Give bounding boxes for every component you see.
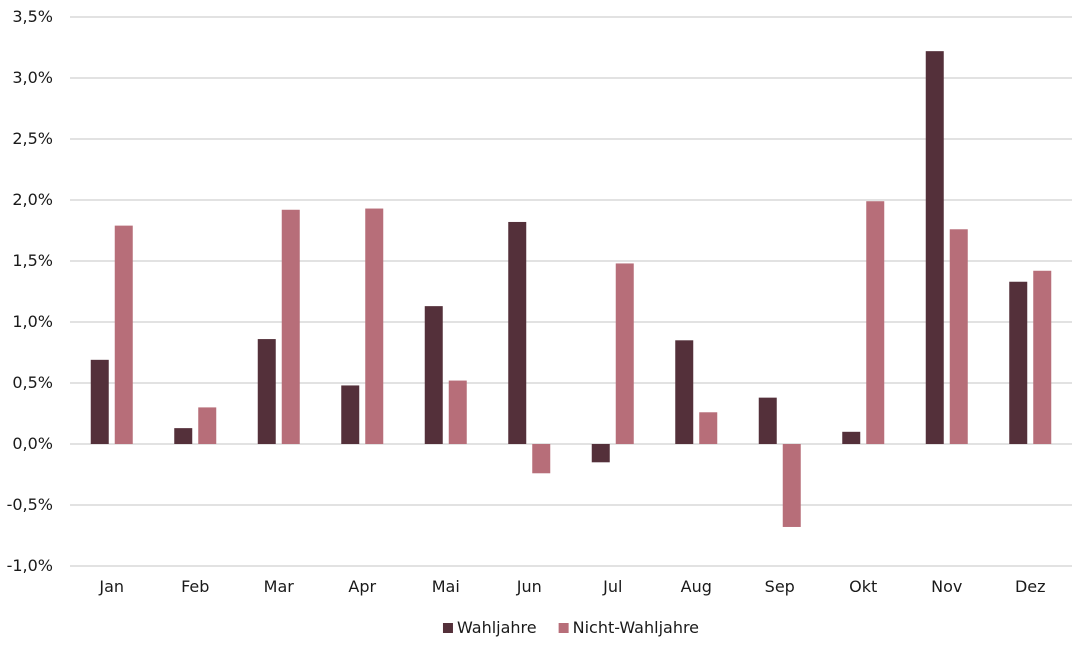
y-tick-label: -0,5%	[7, 495, 53, 514]
x-tick-label: Mar	[264, 577, 295, 596]
x-tick-label: Aug	[681, 577, 712, 596]
bar-wahljahre-apr	[341, 385, 360, 444]
legend-item: Nicht-Wahljahre	[558, 618, 699, 637]
bar-wahljahre-dez	[1009, 281, 1028, 444]
bar-nicht-wahljahre-nov	[949, 229, 968, 444]
bar-nicht-wahljahre-feb	[198, 407, 217, 444]
legend-swatch	[558, 623, 569, 633]
bar-nicht-wahljahre-jun	[532, 444, 551, 474]
x-tick-label: Jun	[516, 577, 542, 596]
bar-nicht-wahljahre-dez	[1033, 270, 1052, 444]
y-tick-label: 1,0%	[12, 312, 53, 331]
gridlines	[70, 16, 1072, 567]
x-tick-label: Jan	[98, 577, 124, 596]
y-tick-label: 0,5%	[12, 373, 53, 392]
y-tick-label: 3,0%	[12, 68, 53, 87]
bar-wahljahre-aug	[675, 340, 694, 444]
bar-nicht-wahljahre-apr	[365, 208, 384, 444]
y-tick-label: 0,0%	[12, 434, 53, 453]
bars	[90, 51, 1052, 527]
bar-nicht-wahljahre-jan	[114, 225, 133, 444]
bar-wahljahre-okt	[842, 431, 861, 444]
x-tick-label: Jul	[602, 577, 622, 596]
bar-wahljahre-jul	[591, 444, 610, 463]
bar-wahljahre-nov	[925, 51, 944, 444]
bar-nicht-wahljahre-mai	[448, 380, 467, 444]
y-tick-label: 2,0%	[12, 190, 53, 209]
x-axis-tick-labels: Jan Feb Mar Apr Mai Jun Jul Aug Sep Okt Nov Dez	[98, 577, 1045, 596]
bar-nicht-wahljahre-sep	[782, 444, 801, 527]
bar-nicht-wahljahre-aug	[699, 412, 718, 444]
bar-wahljahre-jun	[508, 221, 527, 444]
bar-nicht-wahljahre-okt	[866, 201, 885, 444]
bar-wahljahre-feb	[174, 428, 193, 444]
bar-wahljahre-jan	[90, 359, 109, 444]
y-tick-label: 3,5%	[12, 7, 53, 26]
x-tick-label: Okt	[849, 577, 877, 596]
legend: Wahljahre Nicht-Wahljahre	[442, 618, 699, 637]
bar-nicht-wahljahre-jul	[615, 263, 634, 444]
x-tick-label: Feb	[181, 577, 209, 596]
y-axis-tick-labels: -1,0% -0,5% 0,0% 0,5% 1,0% 1,5% 2,0% 2,5% 3,0% 3,…	[7, 7, 53, 575]
bar-nicht-wahljahre-mar	[281, 209, 300, 444]
x-tick-label: Mai	[432, 577, 460, 596]
bar-wahljahre-sep	[758, 397, 777, 444]
legend-label: Nicht-Wahljahre	[573, 618, 699, 637]
legend-swatch	[442, 623, 453, 633]
y-tick-label: -1,0%	[7, 556, 53, 575]
y-tick-label: 2,5%	[12, 129, 53, 148]
x-tick-label: Sep	[765, 577, 795, 596]
x-tick-label: Apr	[348, 577, 376, 596]
legend-label: Wahljahre	[457, 618, 537, 637]
legend-item: Wahljahre	[442, 618, 537, 637]
bar-wahljahre-mar	[257, 339, 276, 444]
bar-wahljahre-mai	[424, 306, 443, 444]
x-tick-label: Nov	[931, 577, 962, 596]
x-tick-label: Dez	[1015, 577, 1046, 596]
y-tick-label: 1,5%	[12, 251, 53, 270]
